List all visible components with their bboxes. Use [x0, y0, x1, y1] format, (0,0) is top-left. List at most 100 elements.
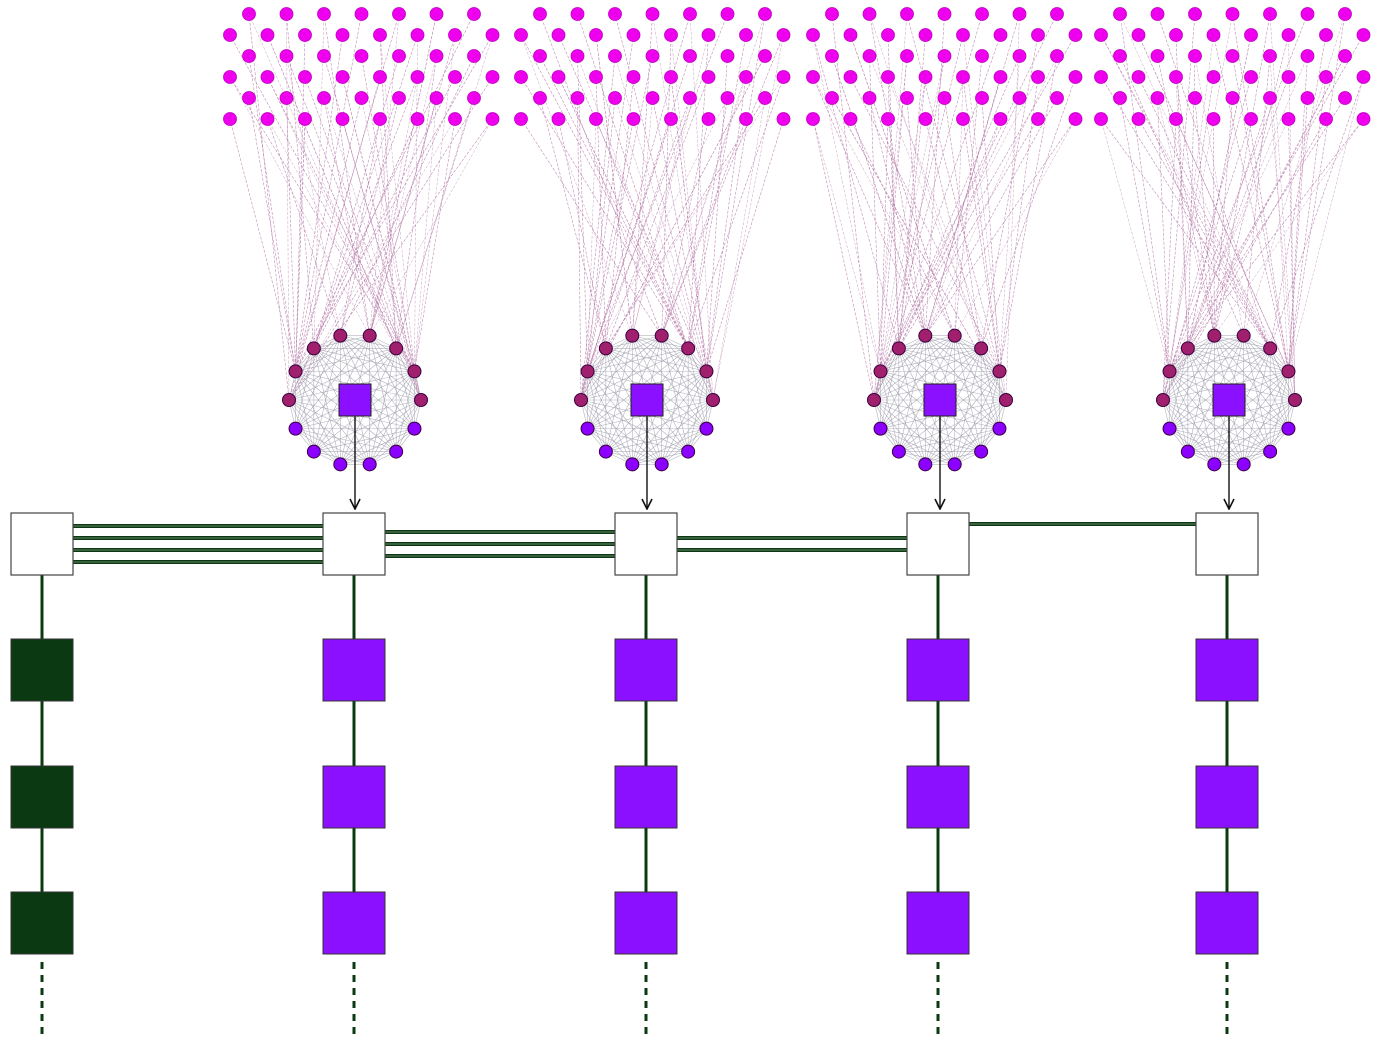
input-node [1013, 92, 1026, 105]
ring-node-lower [1163, 422, 1176, 435]
ring-node-lower [334, 458, 347, 471]
ring-node-upper [363, 329, 376, 342]
ring-node-upper [626, 329, 639, 342]
input-node [355, 50, 368, 63]
input-node [411, 29, 424, 42]
fan-edge [713, 35, 784, 400]
input-node [299, 29, 312, 42]
input-node [882, 71, 895, 84]
input-node [1301, 8, 1314, 21]
input-node [627, 71, 640, 84]
input-node [318, 92, 331, 105]
chain-block [907, 766, 969, 828]
input-node [393, 8, 406, 21]
input-node [1069, 71, 1082, 84]
input-node [976, 50, 989, 63]
fan-edge [1170, 98, 1345, 371]
fan-edge [1101, 119, 1170, 371]
input-node [1264, 50, 1277, 63]
input-node [552, 71, 565, 84]
fan-edge [1188, 77, 1289, 348]
fan-edge [1120, 98, 1170, 371]
fan-edge [1120, 14, 1270, 348]
input-node [919, 71, 932, 84]
ring-node-upper [948, 329, 961, 342]
input-node [261, 113, 274, 126]
input-node [994, 113, 1007, 126]
ring-node-lower [581, 422, 594, 435]
ring-node-upper [682, 342, 695, 355]
ring-node-lower [1264, 445, 1277, 458]
fan-edges-layer [230, 14, 1364, 400]
input-node [646, 50, 659, 63]
fan-edge [1006, 14, 1020, 400]
ring-node-lower [975, 445, 988, 458]
input-node [957, 71, 970, 84]
ring-node-lower [948, 458, 961, 471]
ring-edge [881, 336, 955, 372]
ring-node-lower [307, 445, 320, 458]
chain-block [1196, 639, 1258, 701]
fan-edge [559, 35, 707, 371]
input-node [684, 50, 697, 63]
fan-edge [981, 35, 1038, 348]
fan-edge [296, 119, 305, 371]
input-node [1245, 29, 1258, 42]
input-node [1301, 50, 1314, 63]
input-node [844, 71, 857, 84]
leading-chain-block [11, 639, 73, 701]
input-node [882, 113, 895, 126]
fan-edge [1170, 35, 1364, 371]
ring-node-upper [390, 342, 403, 355]
input-node [1151, 92, 1164, 105]
input-node [957, 29, 970, 42]
fan-edge [1188, 35, 1251, 348]
input-node [571, 50, 584, 63]
fan-edge [1233, 56, 1289, 371]
ring-node-upper [700, 365, 713, 378]
input-node [826, 92, 839, 105]
input-node [243, 92, 256, 105]
input-node [740, 29, 753, 42]
input-node [759, 92, 772, 105]
fan-edge [870, 14, 982, 348]
ring-node-upper [1157, 394, 1170, 407]
input-node [449, 71, 462, 84]
leading-chain-block [11, 766, 73, 828]
input-node [1132, 71, 1145, 84]
input-node [1226, 8, 1239, 21]
bus-node [615, 513, 677, 575]
ring-node-upper [707, 394, 720, 407]
fan-edge [1158, 98, 1170, 371]
input-node [590, 113, 603, 126]
ring-node-lower [1282, 422, 1295, 435]
ring-edge [1214, 429, 1288, 465]
nodes-layer [11, 8, 1370, 955]
chain-block [615, 766, 677, 828]
input-node [882, 29, 895, 42]
input-node [243, 50, 256, 63]
ring-node-lower [408, 422, 421, 435]
input-node [1264, 92, 1277, 105]
fan-edge [540, 98, 606, 348]
bus-node [907, 513, 969, 575]
input-node [1151, 50, 1164, 63]
input-node [1282, 29, 1295, 42]
fan-edge [706, 14, 765, 371]
fan-edge [632, 98, 690, 336]
input-node [355, 92, 368, 105]
fan-edge [1163, 119, 1176, 400]
input-node [1051, 8, 1064, 21]
input-node [807, 29, 820, 42]
chain-block [615, 639, 677, 701]
ring-edge [632, 336, 706, 372]
input-node [1032, 113, 1045, 126]
ring-node-lower [289, 422, 302, 435]
input-node [901, 50, 914, 63]
input-node [374, 71, 387, 84]
input-node [1170, 71, 1183, 84]
ring-node-upper [599, 342, 612, 355]
fan-edge [1120, 56, 1244, 336]
input-node [938, 8, 951, 21]
fan-edge [521, 35, 632, 336]
